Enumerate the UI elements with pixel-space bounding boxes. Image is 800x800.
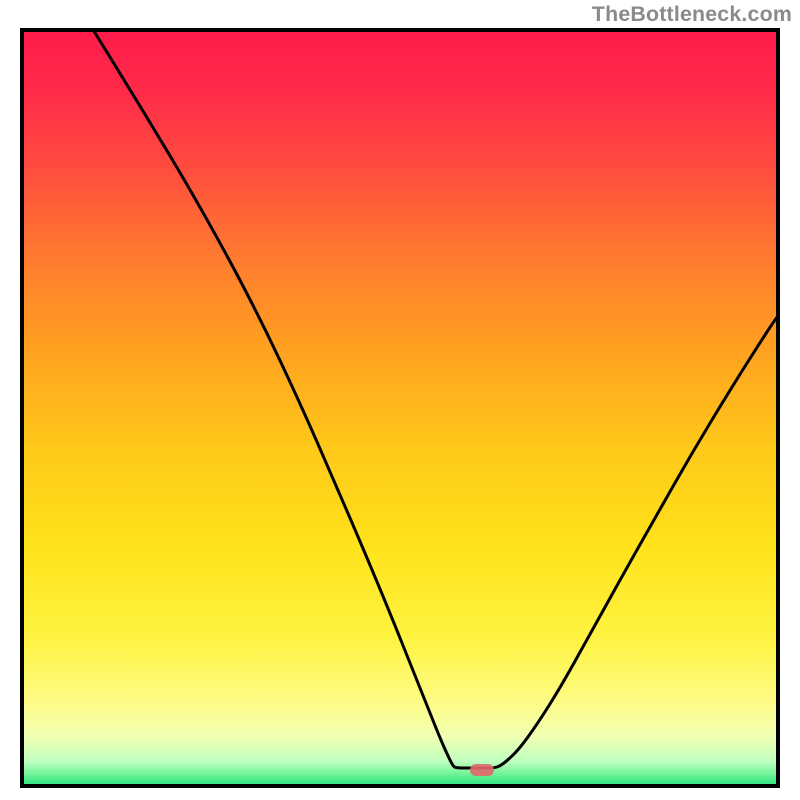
- chart-frame: TheBottleneck.com: [0, 0, 800, 800]
- plot-background: [20, 28, 780, 788]
- watermark-text: TheBottleneck.com: [592, 2, 792, 27]
- minimum-marker: [470, 764, 494, 776]
- plot-svg: [20, 28, 780, 788]
- bottleneck-curve-plot: [20, 28, 780, 788]
